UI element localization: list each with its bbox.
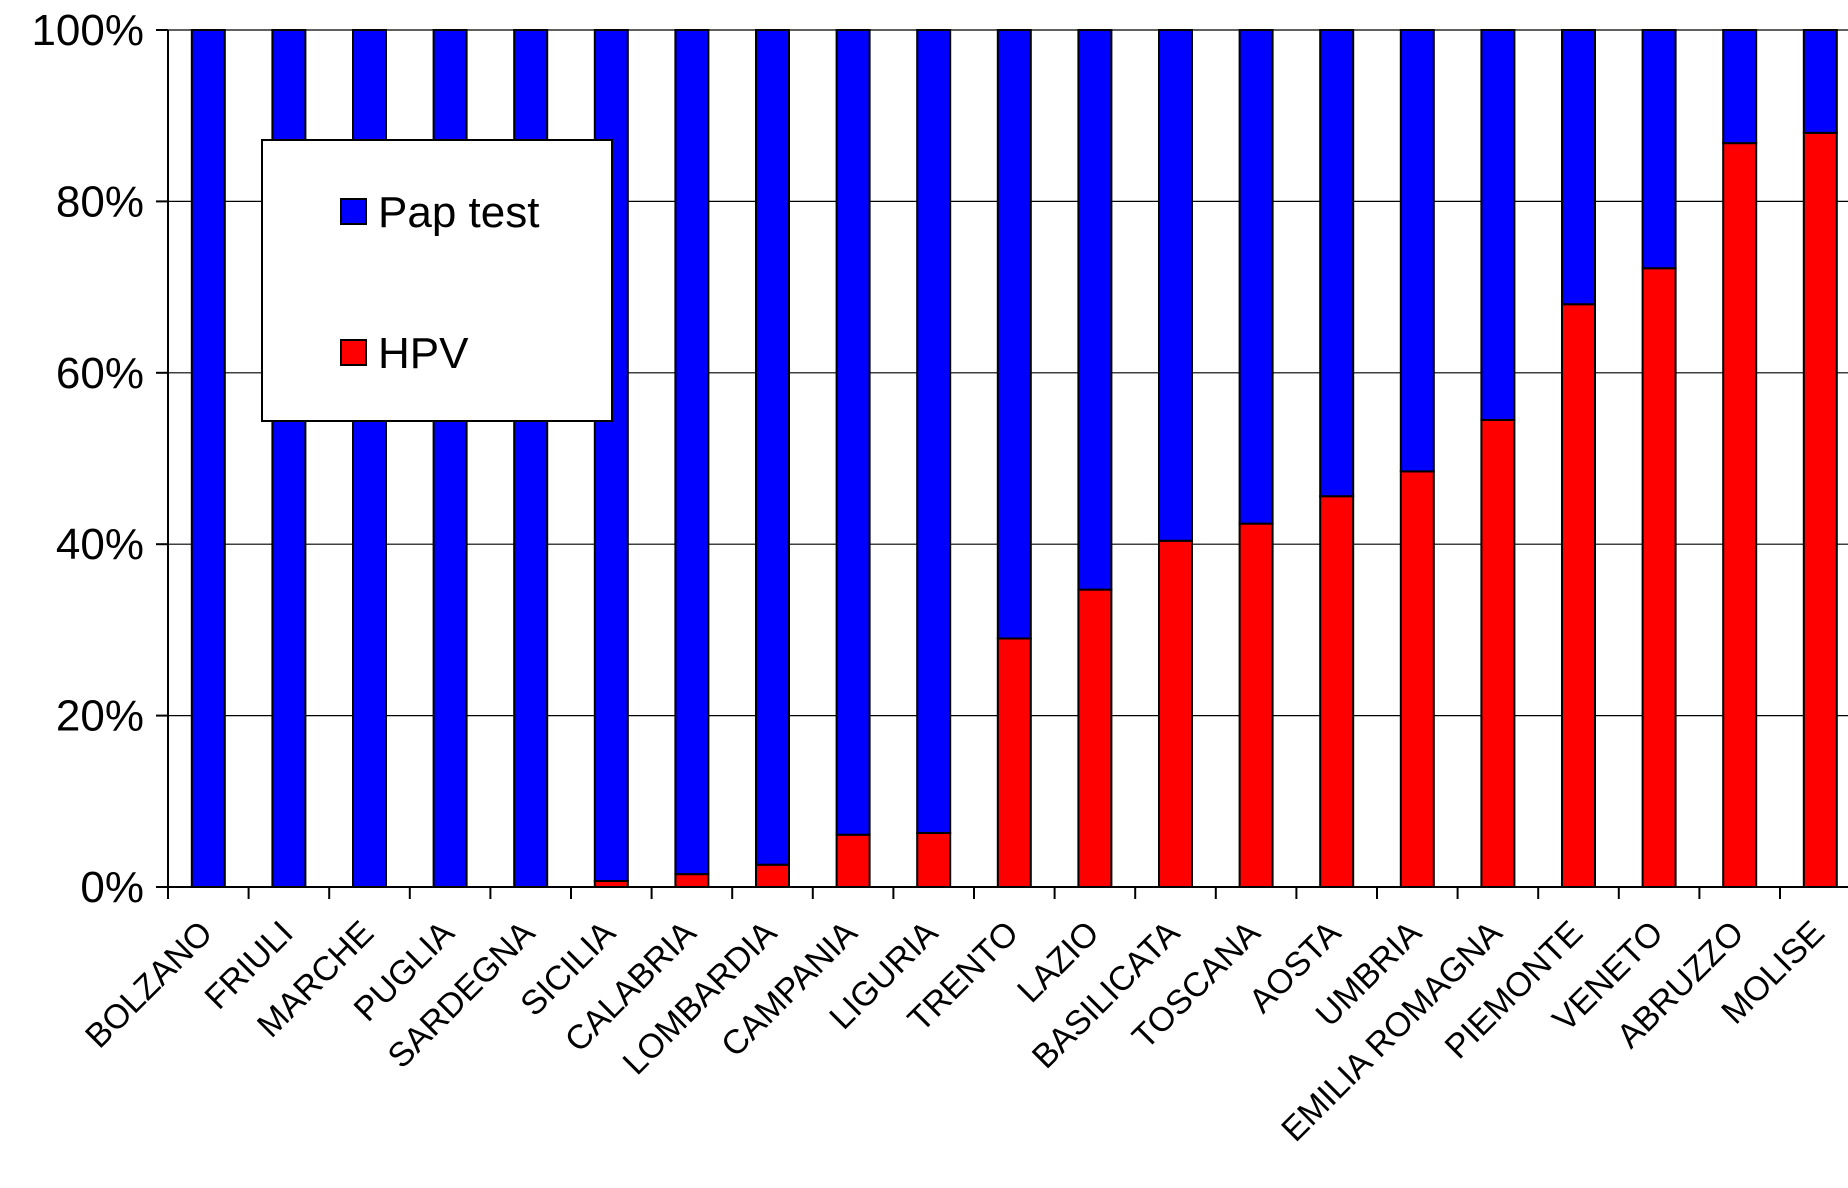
- x-category-label: BOLZANO: [78, 914, 220, 1056]
- y-tick-label: 20%: [56, 692, 144, 741]
- bar-pap-test-piemonte: [1561, 29, 1596, 306]
- bar-pap-test-campania: [835, 29, 871, 836]
- bar-pap-test-liguria: [916, 29, 952, 835]
- bar-pap-test-lazio: [1077, 29, 1113, 591]
- legend-label-pap-test: Pap test: [378, 188, 539, 237]
- bar-hpv-toscana: [1238, 522, 1274, 889]
- y-tick-label: 40%: [56, 520, 144, 569]
- y-tick-labels: 0% 20% 40% 60% 80% 100%: [31, 6, 144, 912]
- bars: [190, 29, 1838, 889]
- bar-pap-test-abruzzo: [1722, 29, 1758, 145]
- y-tick-label: 100%: [31, 6, 144, 55]
- bar-hpv-liguria: [916, 832, 952, 888]
- bar-hpv-piemonte: [1561, 303, 1596, 888]
- bar-hpv-trento: [996, 637, 1032, 888]
- bar-hpv-campania: [835, 833, 871, 889]
- legend: Pap test HPV: [261, 139, 613, 422]
- axes: [156, 29, 1848, 899]
- bar-hpv-lazio: [1077, 588, 1113, 888]
- bar-hpv-veneto: [1641, 267, 1677, 889]
- legend-box: [261, 139, 613, 422]
- bar-hpv-emilia-romagna: [1480, 418, 1516, 888]
- bar-pap-test-toscana: [1238, 29, 1274, 525]
- bar-pap-test-veneto: [1641, 29, 1677, 270]
- bar-hpv-umbria: [1399, 470, 1435, 888]
- bar-hpv-basilicata: [1158, 539, 1193, 888]
- bar-pap-test-bolzano: [190, 29, 226, 888]
- legend-label-hpv: HPV: [378, 329, 469, 378]
- bar-pap-test-umbria: [1399, 29, 1435, 473]
- bar-pap-test-lombardia: [755, 29, 790, 866]
- bar-pap-test-emilia-romagna: [1480, 29, 1516, 421]
- y-tick-label: 60%: [56, 349, 144, 398]
- bar-hpv-abruzzo: [1722, 142, 1758, 888]
- bar-pap-test-molise: [1802, 29, 1838, 134]
- legend-swatch-hpv: [340, 339, 367, 366]
- bar-hpv-aosta: [1319, 495, 1355, 888]
- y-tick-label: 80%: [56, 177, 144, 226]
- legend-swatch-pap-test: [340, 198, 367, 225]
- bar-hpv-lombardia: [755, 863, 790, 889]
- bar-pap-test-trento: [996, 29, 1032, 640]
- y-tick-label: 0%: [80, 863, 144, 912]
- x-tick-labels: BOLZANOFRIULIMARCHEPUGLIASARDEGNASICILIA…: [78, 914, 1832, 1150]
- bar-pap-test-basilicata: [1158, 29, 1193, 542]
- bar-hpv-calabria: [674, 873, 710, 889]
- bar-hpv-molise: [1802, 131, 1838, 888]
- bar-pap-test-aosta: [1319, 29, 1355, 498]
- bar-pap-test-calabria: [674, 29, 710, 876]
